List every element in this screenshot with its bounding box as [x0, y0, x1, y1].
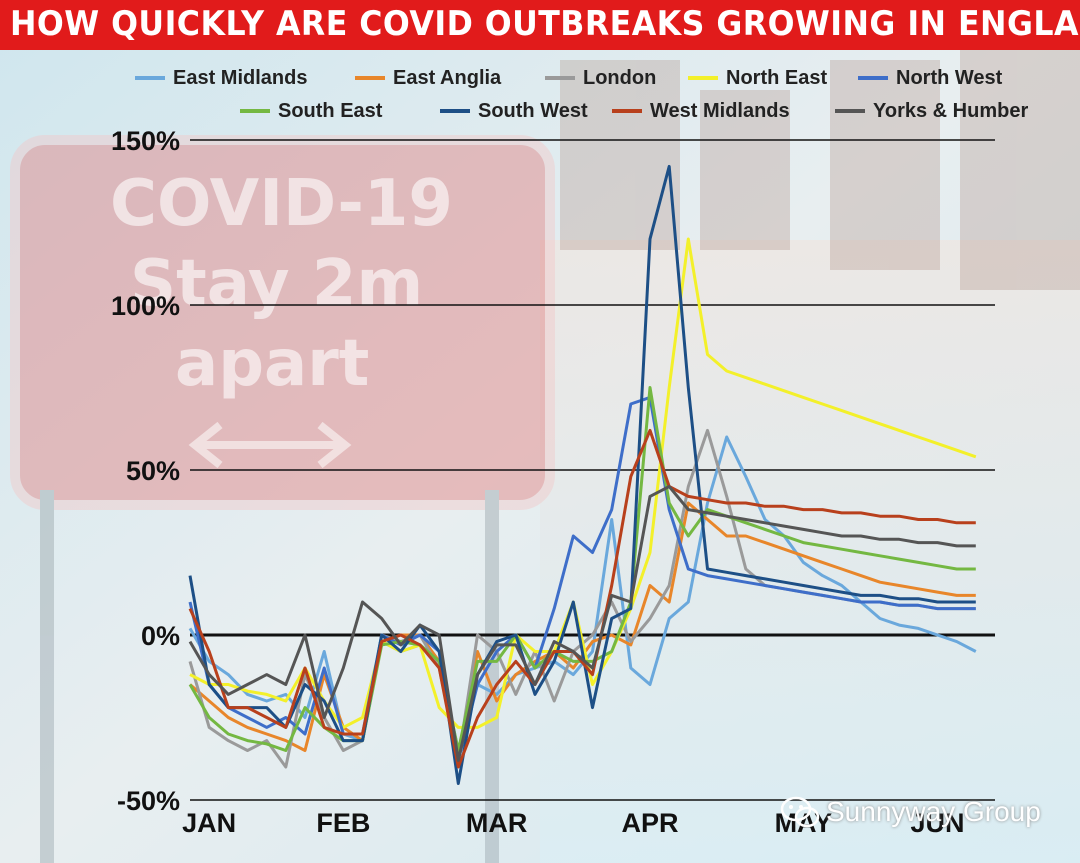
series-lines — [188, 164, 977, 785]
wechat-icon — [780, 796, 820, 828]
legend-item: North West — [858, 66, 1002, 90]
legend-swatch — [545, 76, 575, 80]
x-tick-label: APR — [621, 808, 678, 838]
series-line-south-west — [188, 164, 976, 785]
x-tick-label: JAN — [182, 808, 236, 838]
x-tick-label: MAR — [466, 808, 528, 838]
legend-item: North East — [688, 66, 827, 90]
chart-title: HOW QUICKLY ARE COVID OUTBREAKS GROWING … — [10, 4, 1080, 44]
watermark-text: Sunnyway Group — [826, 796, 1041, 827]
x-tick-label: JUN — [910, 808, 964, 838]
legend-swatch — [688, 76, 718, 80]
watermark: Sunnyway Group — [780, 795, 1041, 829]
y-tick-label: 50% — [126, 456, 180, 486]
legend-item: South West — [440, 99, 588, 123]
legend-label: North East — [726, 66, 828, 89]
sign-line-2: Stay 2m — [130, 247, 423, 321]
legend-label: Yorks & Humber — [873, 99, 1029, 122]
y-tick-label: 100% — [111, 291, 180, 321]
legend-label: South West — [478, 99, 588, 122]
legend-swatch — [835, 109, 865, 113]
legend-swatch — [858, 76, 888, 80]
series-line-north-west — [188, 395, 976, 762]
legend-swatch — [135, 76, 165, 80]
legend-item: South East — [240, 99, 382, 123]
y-tick-label: -50% — [117, 786, 180, 816]
title-bar: HOW QUICKLY ARE COVID OUTBREAKS GROWING … — [0, 0, 1080, 50]
x-tick-labels: JAN FEB MAR APR MAY JUN — [182, 808, 964, 838]
legend-item: West Midlands — [612, 99, 790, 123]
series-line-north-east — [189, 237, 977, 729]
legend-label: North West — [896, 66, 1003, 89]
sign-line-3: apart — [175, 327, 369, 401]
legend-swatch — [440, 109, 470, 113]
legend-swatch — [355, 76, 385, 80]
y-tick-label: 0% — [141, 621, 180, 651]
legend-label: West Midlands — [650, 99, 790, 122]
legend-label: East Midlands — [173, 66, 308, 89]
legend-swatch — [612, 109, 642, 113]
legend-label: London — [583, 66, 657, 89]
series-line-west-midlands — [188, 428, 976, 769]
legend-swatch — [240, 109, 270, 113]
legend-item: East Anglia — [355, 66, 501, 90]
series-line-yorks-humber — [188, 485, 976, 762]
x-tick-label: FEB — [316, 808, 370, 838]
legend-label: East Anglia — [393, 66, 502, 89]
sign-line-1: COVID-19 — [110, 167, 453, 241]
series-line-south-east — [188, 386, 976, 752]
legend-label: South East — [278, 99, 383, 122]
y-tick-label: 150% — [111, 126, 180, 156]
y-tick-labels: 150% 100% 50% 0% -50% — [111, 126, 180, 816]
legend-item: East Midlands — [135, 66, 307, 90]
legend-item: London — [545, 66, 656, 90]
legend-item: Yorks & Humber — [835, 99, 1028, 123]
